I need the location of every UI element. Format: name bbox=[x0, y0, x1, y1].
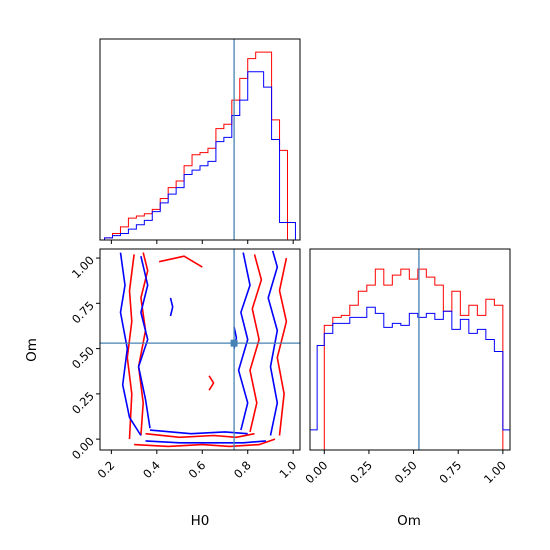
contour-series-1-line-5 bbox=[249, 254, 263, 433]
y-axis-label-om: Om bbox=[24, 338, 40, 362]
h0-axes-frame bbox=[99, 38, 301, 241]
h0-histogram-series-2 bbox=[104, 71, 296, 240]
x-axis-label-om: Om bbox=[397, 513, 421, 529]
contour-series-2-line-2 bbox=[145, 440, 266, 444]
om-x-tick-label: 0.75 bbox=[436, 458, 464, 486]
joint-plot-area bbox=[100, 249, 300, 450]
om-histogram-series-2 bbox=[310, 306, 510, 450]
contour-series-2-line-1 bbox=[119, 252, 142, 436]
joint-truth-marker bbox=[230, 339, 238, 347]
joint-x-tick-label: 0.6 bbox=[186, 458, 209, 481]
joint-x-tick-label: 0.8 bbox=[231, 458, 254, 481]
contour-series-1-line-8 bbox=[208, 375, 215, 391]
contour-series-2-line-4 bbox=[137, 256, 151, 429]
joint-contour-panel: 0.2 0.4 0.6 0.8 1.0 0.00 0.25 0.50 0.75 1.00 bbox=[69, 248, 301, 481]
joint-y-tick-label: 1.00 bbox=[69, 253, 97, 281]
joint-y-tick-label: 0.75 bbox=[69, 298, 97, 326]
joint-y-tick-label: 0.00 bbox=[69, 434, 97, 462]
om-x-tick-label: 0.50 bbox=[392, 458, 420, 486]
contour-series-2-line-3 bbox=[149, 429, 248, 435]
joint-x-tick-label: 0.4 bbox=[140, 458, 163, 481]
h0-histogram-series-1 bbox=[104, 51, 296, 240]
om-x-tick-label: 0.25 bbox=[347, 458, 375, 486]
contour-series-2-line-6 bbox=[267, 250, 279, 436]
joint-x-tick-label: 1.0 bbox=[276, 458, 299, 481]
contour-series-1-line-7 bbox=[158, 255, 203, 268]
joint-axes-frame bbox=[99, 248, 301, 451]
contour-series-1-line-4 bbox=[145, 432, 255, 439]
om-x-tick-label: 0.00 bbox=[302, 458, 330, 486]
om-marginal-panel: 0.00 0.25 0.50 0.75 1.00 bbox=[302, 248, 511, 486]
h0-marginal-panel bbox=[99, 38, 301, 244]
om-histogram-series-1 bbox=[323, 268, 504, 450]
contour-series-1-line-1 bbox=[126, 254, 135, 440]
joint-x-tick-label: 0.2 bbox=[95, 458, 118, 481]
contour-series-2-line-5 bbox=[237, 252, 251, 431]
om-x-tick-label: 1.00 bbox=[481, 458, 509, 486]
joint-y-tick-label: 0.25 bbox=[69, 389, 97, 417]
contour-series-1-line-3 bbox=[134, 438, 276, 448]
joint-y-tick-label: 0.50 bbox=[69, 344, 97, 372]
contour-series-1-line-6 bbox=[276, 257, 288, 436]
contour-series-2-line-7 bbox=[169, 297, 174, 317]
h0-plot-area bbox=[104, 39, 296, 240]
om-axes-frame bbox=[309, 248, 511, 451]
om-plot-area bbox=[310, 249, 510, 450]
x-axis-label-h0: H0 bbox=[191, 513, 210, 529]
